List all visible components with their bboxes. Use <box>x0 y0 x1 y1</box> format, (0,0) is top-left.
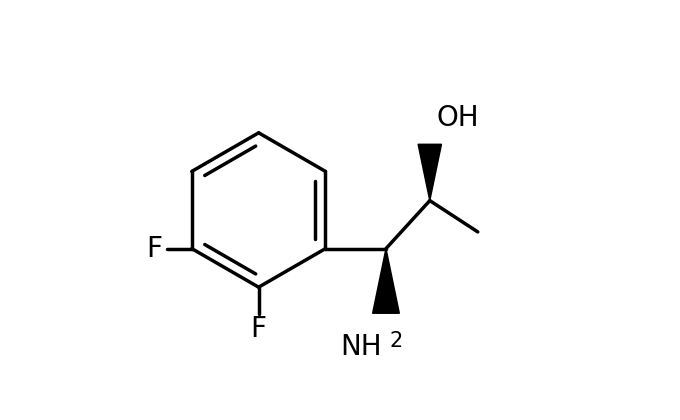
Text: OH: OH <box>436 104 479 132</box>
Polygon shape <box>418 144 441 201</box>
Polygon shape <box>373 249 399 313</box>
Text: F: F <box>146 235 163 262</box>
Text: F: F <box>251 315 267 343</box>
Text: 2: 2 <box>390 331 403 351</box>
Text: NH: NH <box>340 333 381 361</box>
